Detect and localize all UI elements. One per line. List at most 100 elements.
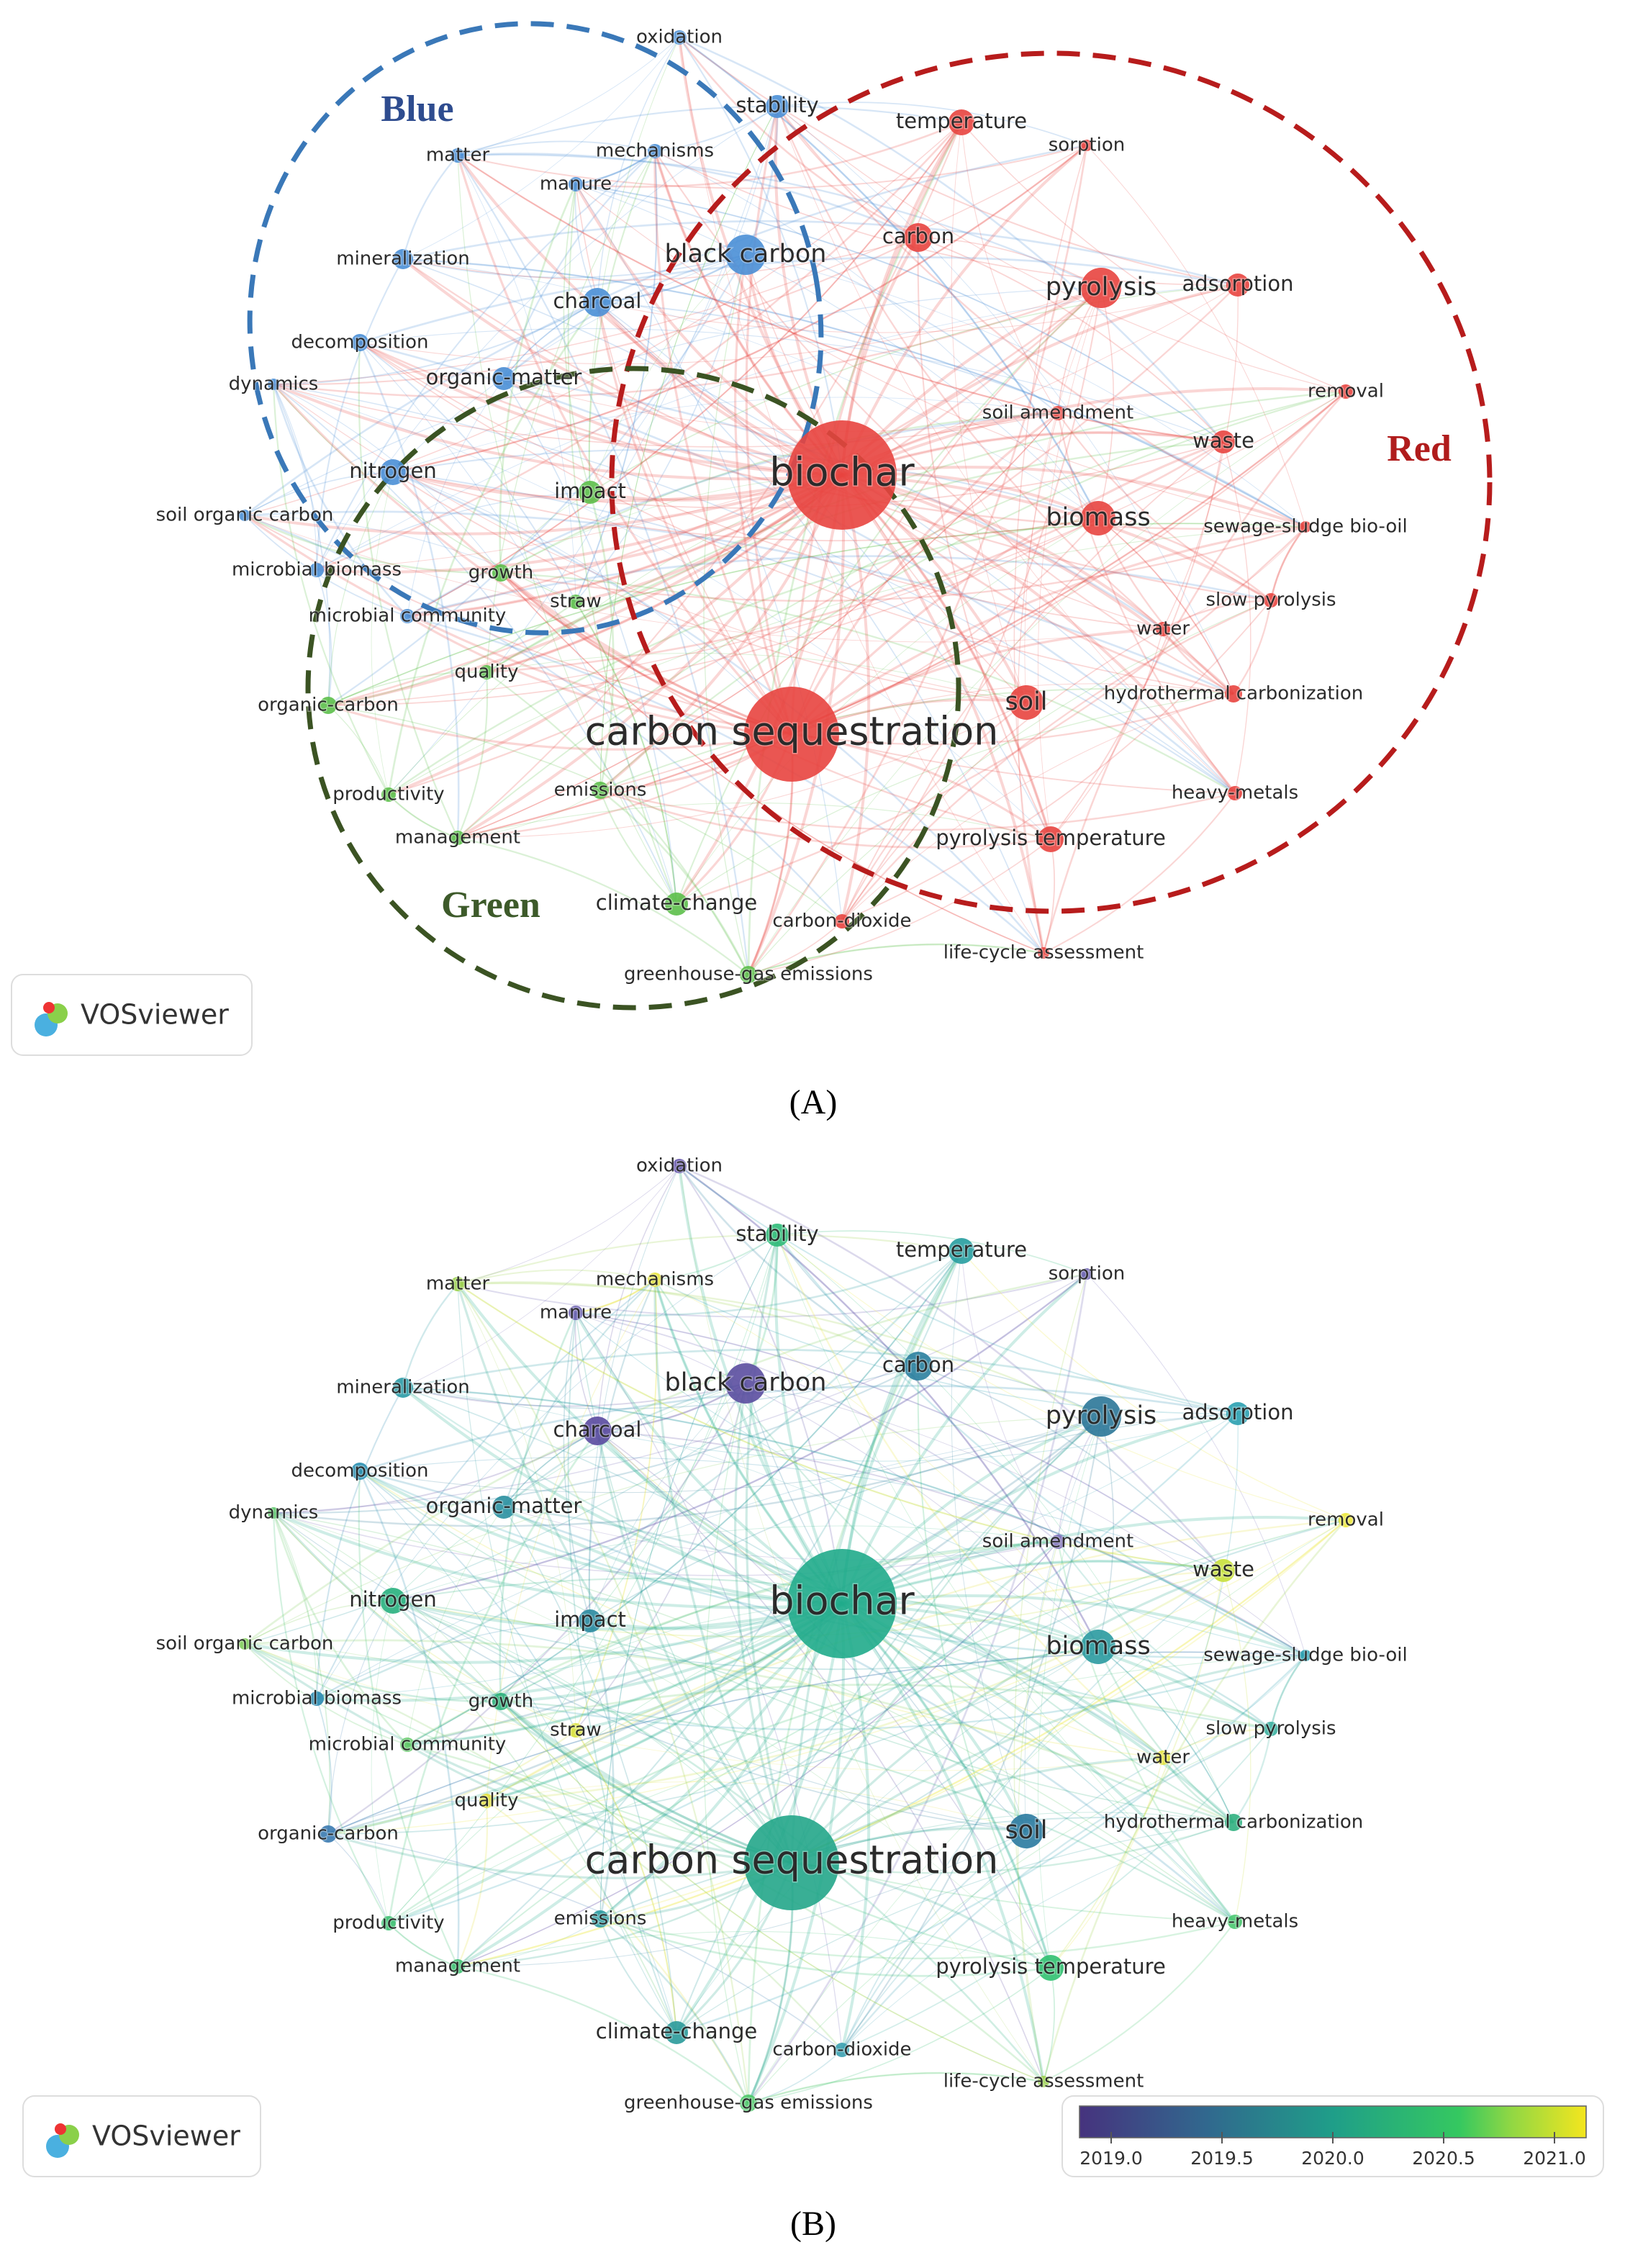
edge: [503, 1430, 598, 1508]
node-label: waste: [1192, 428, 1254, 453]
edge: [589, 106, 778, 493]
edge: [402, 1387, 1306, 1656]
node-label: climate-change: [596, 2019, 757, 2043]
edge: [244, 471, 394, 516]
edge: [402, 258, 1099, 519]
node: [569, 595, 583, 609]
edge: [841, 628, 1164, 922]
edge: [1057, 412, 1272, 601]
edge: [790, 441, 1224, 736]
node: [400, 609, 415, 623]
edge: [575, 1383, 746, 1731]
edge: [841, 287, 1103, 922]
edge: [1050, 1570, 1224, 1969]
edge: [777, 106, 1234, 695]
edge: [388, 1645, 1099, 1925]
edge: [244, 122, 962, 516]
node: [320, 1825, 337, 1843]
edge: [679, 1165, 1044, 2082]
edge: [574, 184, 598, 303]
edge: [457, 155, 1224, 443]
node-label: microbial community: [309, 1734, 507, 1756]
edge: [457, 140, 656, 156]
edge: [841, 1602, 1235, 1824]
edge: [841, 474, 1052, 840]
node: [648, 1273, 662, 1287]
edge: [407, 1415, 1102, 1746]
node: [592, 782, 609, 799]
node-label: temperature: [896, 1237, 1027, 1262]
edge: [327, 1646, 1099, 1835]
edge: [503, 253, 746, 379]
edge: [747, 122, 963, 975]
node-label: oxidation: [636, 27, 723, 48]
edge: [244, 474, 843, 536]
edge: [388, 1923, 458, 1967]
logo-box: [11, 974, 253, 1056]
edge: [272, 384, 408, 617]
edge: [392, 471, 1236, 794]
node-label: matter: [426, 1273, 490, 1295]
edge: [575, 1278, 656, 1314]
edge: [499, 1312, 577, 1702]
edge: [654, 1234, 778, 1281]
edge: [316, 106, 778, 571]
edge: [402, 1387, 1099, 1648]
node: [451, 148, 465, 163]
edge: [456, 1283, 793, 1864]
edge: [457, 1519, 1346, 1967]
edge: [457, 790, 601, 839]
edge: [407, 555, 1272, 618]
edge: [1043, 1921, 1236, 2082]
edge: [392, 1383, 746, 1601]
edge: [244, 1643, 843, 2051]
edge: [273, 1512, 331, 1835]
edge: [407, 474, 843, 618]
edge: [678, 37, 919, 239]
node: [1228, 786, 1242, 800]
edge: [748, 1519, 1346, 2104]
edge: [589, 284, 1239, 493]
node: [569, 1723, 583, 1738]
edge: [327, 518, 1099, 706]
edge: [679, 37, 1044, 954]
edge: [654, 150, 1099, 519]
node: [380, 1588, 406, 1614]
node: [492, 1693, 510, 1710]
node-label: sorption: [1049, 135, 1125, 156]
edge: [961, 1250, 1059, 1542]
node: [744, 687, 839, 782]
edge: [486, 441, 1224, 674]
node-label: decomposition: [291, 332, 428, 353]
edge: [273, 383, 843, 481]
node: [393, 1378, 413, 1398]
edge: [575, 184, 1224, 443]
node: [1051, 1535, 1065, 1549]
edge: [359, 1470, 843, 1605]
node-label: life-cycle assessment: [943, 942, 1144, 964]
edge: [676, 1655, 1306, 2034]
edge: [316, 122, 962, 571]
node-label: greenhouse-gas emissions: [624, 2092, 873, 2114]
edge: [841, 1570, 1224, 2051]
edge: [407, 1250, 962, 1745]
edge: [575, 601, 678, 905]
edge: [457, 391, 1346, 839]
edge: [841, 1757, 1164, 2051]
edge: [388, 517, 1099, 796]
edge: [575, 1279, 658, 1731]
edge: [486, 653, 1027, 703]
edge: [500, 525, 1306, 602]
node: [351, 1463, 368, 1480]
edge: [273, 1512, 843, 1609]
edge: [777, 1234, 1306, 1657]
node: [239, 510, 250, 521]
edge: [1013, 1273, 1087, 2082]
edge: [272, 384, 389, 795]
edge: [392, 471, 1044, 954]
edge: [388, 526, 1306, 795]
node: [766, 1224, 789, 1247]
edge: [777, 1234, 1346, 1521]
edge: [388, 1655, 1306, 1924]
